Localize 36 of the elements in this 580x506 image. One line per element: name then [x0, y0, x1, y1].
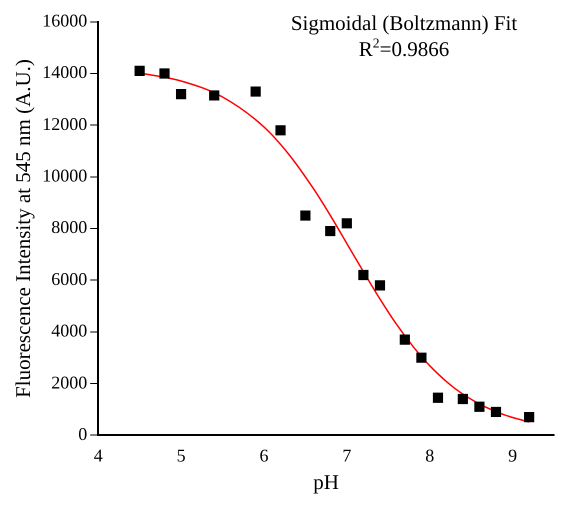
- y-tick-label: 8000: [51, 217, 88, 238]
- point: [134, 66, 145, 76]
- y-tick-label: 16000: [42, 10, 88, 31]
- x-tick-label: 9: [508, 446, 518, 466]
- x-tick-label: 7: [342, 446, 352, 466]
- point: [159, 68, 170, 79]
- point: [458, 394, 468, 404]
- y-tick-label: 4000: [51, 320, 88, 341]
- y-tick-label: 14000: [42, 62, 88, 82]
- y-axis-title: Fluorescence Intensity at 545 nm (A.U.): [11, 59, 36, 398]
- point: [342, 218, 352, 228]
- point: [474, 402, 485, 412]
- point: [209, 90, 220, 101]
- x-axis-title: pH: [313, 470, 339, 494]
- point: [250, 86, 261, 97]
- point: [358, 270, 368, 280]
- y-tick-label: 12000: [42, 114, 88, 134]
- annotation: Sigmoidal (Boltzmann) Fit: [290, 11, 518, 35]
- point: [400, 334, 410, 345]
- y-tick-label: 0: [78, 424, 88, 444]
- point: [374, 280, 386, 290]
- point: [416, 352, 426, 363]
- point: [524, 412, 534, 422]
- y-tick-label: 2000: [51, 372, 88, 392]
- point: [275, 125, 286, 136]
- x-tick-label: 5: [176, 446, 186, 466]
- y-tick-label: 6000: [51, 268, 88, 289]
- point: [176, 89, 186, 100]
- y-tick-label: 10000: [42, 166, 88, 186]
- point: [325, 226, 336, 236]
- x-tick-label: 6: [259, 446, 268, 466]
- point: [490, 406, 502, 418]
- point: [432, 392, 444, 403]
- x-tick-label: 8: [425, 446, 434, 466]
- x-tick-label: 4: [94, 446, 103, 466]
- point: [300, 210, 310, 221]
